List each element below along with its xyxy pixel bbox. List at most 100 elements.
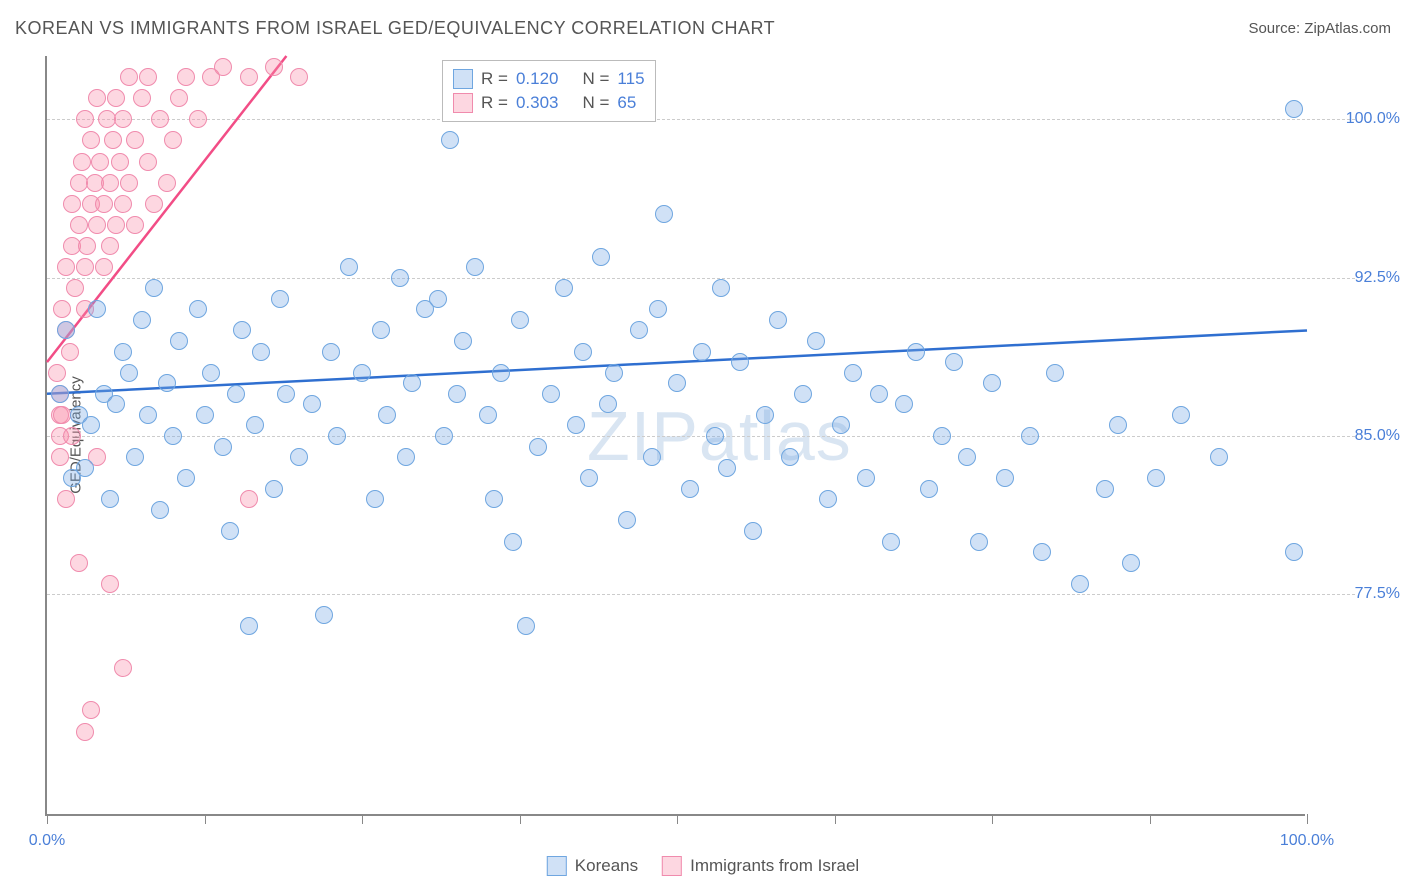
- series-a-point: [630, 321, 648, 339]
- series-b-point: [145, 195, 163, 213]
- x-tick: [992, 814, 993, 824]
- series-b-point: [66, 279, 84, 297]
- series-a-point: [1147, 469, 1165, 487]
- series-b-point: [70, 174, 88, 192]
- y-tick-label: 77.5%: [1320, 585, 1400, 603]
- x-tick: [47, 814, 48, 824]
- series-a-point: [920, 480, 938, 498]
- series-a-point: [429, 290, 447, 308]
- series-a-point: [517, 617, 535, 635]
- series-b-point: [63, 427, 81, 445]
- series-a-point: [756, 406, 774, 424]
- series-a-point: [403, 374, 421, 392]
- series-a-point: [441, 131, 459, 149]
- y-tick-label: 85.0%: [1320, 427, 1400, 445]
- series-a-point: [706, 427, 724, 445]
- x-tick: [1307, 814, 1308, 824]
- series-b-point: [63, 195, 81, 213]
- series-a-point: [485, 490, 503, 508]
- series-a-point: [1285, 543, 1303, 561]
- series-b-point: [76, 110, 94, 128]
- series-a-point: [807, 332, 825, 350]
- series-b-point: [170, 89, 188, 107]
- series-a-point: [303, 395, 321, 413]
- series-b-point: [164, 131, 182, 149]
- series-a-point: [196, 406, 214, 424]
- series-b-point: [70, 554, 88, 572]
- series-a-point: [290, 448, 308, 466]
- series-a-point: [819, 490, 837, 508]
- x-tick: [677, 814, 678, 824]
- series-a-point: [492, 364, 510, 382]
- series-b-point: [120, 68, 138, 86]
- series-b-point: [214, 58, 232, 76]
- x-tick: [835, 814, 836, 824]
- series-a-point: [844, 364, 862, 382]
- series-a-point: [655, 205, 673, 223]
- series-b-point: [101, 575, 119, 593]
- legend-swatch-b: [662, 856, 682, 876]
- series-a-point: [397, 448, 415, 466]
- x-tick: [362, 814, 363, 824]
- series-b-point: [76, 258, 94, 276]
- x-tick-label: 100.0%: [1280, 832, 1334, 850]
- series-b-point: [51, 448, 69, 466]
- series-a-point: [857, 469, 875, 487]
- series-a-point: [605, 364, 623, 382]
- y-tick-label: 92.5%: [1320, 269, 1400, 287]
- series-a-point: [246, 416, 264, 434]
- series-a-point: [1046, 364, 1064, 382]
- series-a-point: [744, 522, 762, 540]
- series-a-point: [555, 279, 573, 297]
- series-a-point: [668, 374, 686, 392]
- series-a-point: [107, 395, 125, 413]
- series-a-point: [996, 469, 1014, 487]
- series-a-point: [366, 490, 384, 508]
- series-a-point: [277, 385, 295, 403]
- series-b-point: [114, 110, 132, 128]
- series-a-point: [315, 606, 333, 624]
- series-a-point: [970, 533, 988, 551]
- series-a-point: [448, 385, 466, 403]
- series-a-point: [202, 364, 220, 382]
- series-a-point: [479, 406, 497, 424]
- series-b-point: [95, 195, 113, 213]
- series-a-point: [372, 321, 390, 339]
- series-a-point: [353, 364, 371, 382]
- series-a-point: [221, 522, 239, 540]
- series-a-point: [769, 311, 787, 329]
- chart-plot-area: GED/Equivalency ZIPatlas 77.5%85.0%92.5%…: [45, 56, 1305, 816]
- series-b-point: [120, 174, 138, 192]
- series-b-point: [114, 195, 132, 213]
- series-b-point: [114, 659, 132, 677]
- series-a-point: [592, 248, 610, 266]
- series-a-point: [240, 617, 258, 635]
- series-a-point: [435, 427, 453, 445]
- series-a-point: [1033, 543, 1051, 561]
- series-a-point: [177, 469, 195, 487]
- series-b-point: [189, 110, 207, 128]
- r-value-b: 0.303: [516, 93, 559, 113]
- n-value-b: 65: [617, 93, 636, 113]
- r-label-a: R =: [481, 69, 508, 89]
- series-b-point: [240, 490, 258, 508]
- series-b-point: [104, 131, 122, 149]
- series-a-point: [214, 438, 232, 456]
- correlation-stats-box: R = 0.120 N = 115 R = 0.303 N = 65: [442, 60, 656, 122]
- series-a-point: [567, 416, 585, 434]
- series-b-point: [177, 68, 195, 86]
- series-b-point: [290, 68, 308, 86]
- chart-legend: Koreans Immigrants from Israel: [547, 856, 859, 876]
- series-b-point: [61, 343, 79, 361]
- series-a-point: [511, 311, 529, 329]
- series-a-point: [82, 416, 100, 434]
- series-a-point: [618, 511, 636, 529]
- x-tick-label: 0.0%: [29, 832, 65, 850]
- chart-title: KOREAN VS IMMIGRANTS FROM ISRAEL GED/EQU…: [15, 18, 775, 39]
- series-b-point: [240, 68, 258, 86]
- series-a-point: [158, 374, 176, 392]
- series-a-point: [1096, 480, 1114, 498]
- series-a-point: [504, 533, 522, 551]
- series-a-point: [378, 406, 396, 424]
- series-a-point: [649, 300, 667, 318]
